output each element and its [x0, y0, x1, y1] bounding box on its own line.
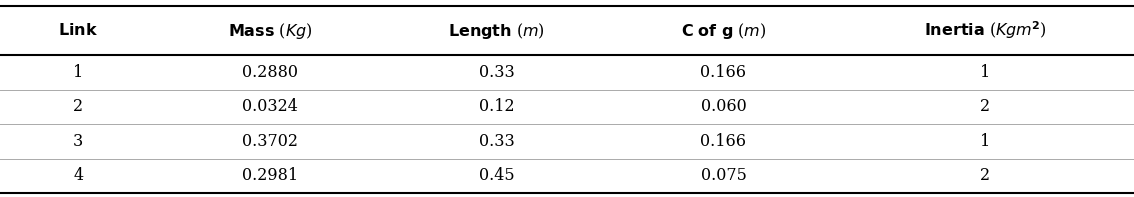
- Text: 2: 2: [981, 98, 990, 115]
- Text: 4: 4: [74, 167, 83, 184]
- Text: 0.075: 0.075: [701, 167, 746, 184]
- Text: $\bf{Link}$: $\bf{Link}$: [58, 22, 99, 39]
- Text: 2: 2: [74, 98, 83, 115]
- Text: 0.2981: 0.2981: [242, 167, 298, 184]
- Text: 0.3702: 0.3702: [242, 133, 298, 150]
- Text: 1: 1: [73, 64, 84, 81]
- Text: 0.12: 0.12: [479, 98, 515, 115]
- Text: 0.166: 0.166: [701, 64, 746, 81]
- Text: 0.060: 0.060: [701, 98, 746, 115]
- Text: $\bf{Inertia}$ ($\bf{\mathit{Kgm}}$$^{\mathbf{2}}$): $\bf{Inertia}$ ($\bf{\mathit{Kgm}}$$^{\m…: [924, 20, 1047, 41]
- Text: 0.0324: 0.0324: [242, 98, 298, 115]
- Text: 0.2880: 0.2880: [242, 64, 298, 81]
- Text: 0.166: 0.166: [701, 133, 746, 150]
- Text: $\bf{C\ of\ g}$ ($\bf{\mathit{m}}$): $\bf{C\ of\ g}$ ($\bf{\mathit{m}}$): [680, 20, 767, 41]
- Text: 1: 1: [980, 133, 991, 150]
- Text: 0.33: 0.33: [479, 64, 515, 81]
- Text: $\bf{Length}$ ($\bf{\mathit{m}}$): $\bf{Length}$ ($\bf{\mathit{m}}$): [448, 20, 545, 41]
- Text: 2: 2: [981, 167, 990, 184]
- Text: 3: 3: [73, 133, 84, 150]
- Text: 1: 1: [980, 64, 991, 81]
- Text: $\bf{Mass}$ ($\bf{\mathit{Kg}}$): $\bf{Mass}$ ($\bf{\mathit{Kg}}$): [228, 20, 312, 41]
- Text: 0.45: 0.45: [479, 167, 515, 184]
- Text: 0.33: 0.33: [479, 133, 515, 150]
